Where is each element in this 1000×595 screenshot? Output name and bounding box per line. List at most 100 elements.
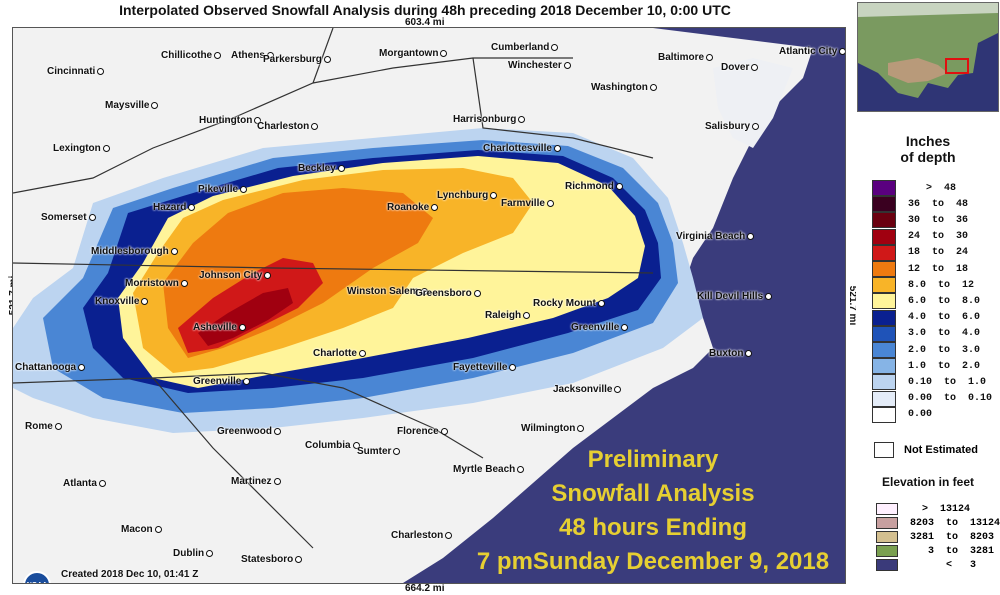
not-estimated-key: Not Estimated [874, 442, 978, 458]
city-label: Knoxville [95, 296, 149, 307]
city-label: Jacksonville [553, 384, 622, 395]
map-title: Interpolated Observed Snowfall Analysis … [119, 2, 731, 18]
legend-swatch [872, 261, 896, 277]
elevation-label: 8203 to 13124 [910, 517, 1000, 529]
legend-row: 8.0 to 12 [872, 277, 975, 294]
city-label: Buxton [709, 348, 753, 359]
city-label: Lexington [53, 143, 110, 154]
inset-graphic [858, 3, 998, 111]
elevation-swatch [876, 531, 898, 543]
elevation-label: 3281 to 8203 [910, 531, 995, 543]
scale-bottom: 664.2 mi [405, 583, 445, 594]
city-label: Atlanta [63, 478, 106, 489]
city-label: Washington [591, 82, 657, 93]
legend-row: 1.0 to 2.0 [872, 358, 981, 375]
legend-row: 0.00 [872, 406, 932, 423]
city-label: Raleigh [485, 310, 531, 321]
legend-label: 3.0 to 4.0 [908, 328, 981, 340]
elevation-row: < 3 [876, 559, 976, 571]
city-label: Sumter [357, 446, 401, 457]
city-label: Asheville [193, 322, 246, 333]
state-lines [13, 28, 654, 549]
city-label: Greenville [571, 322, 629, 333]
city-label: Salisbury [705, 121, 760, 132]
legend-swatch [872, 228, 896, 245]
city-label: Atlantic City [779, 46, 845, 57]
city-label: Middlesborough [91, 246, 178, 257]
legend-label: 8.0 to 12 [908, 279, 975, 291]
legend-swatch [872, 244, 896, 261]
city-label: Charleston [257, 121, 319, 132]
elevation-swatch [876, 545, 898, 557]
legend-label: > 48 [908, 182, 957, 194]
inset-locator-map[interactable] [857, 2, 999, 112]
legend-panel: Inches of depth > 48 36 to 48 30 to 36 24 t… [856, 0, 1000, 595]
city-label: Macon [121, 524, 162, 535]
elevation-swatch [876, 559, 898, 571]
legend-label: 4.0 to 6.0 [908, 312, 981, 324]
snowfall-map[interactable]: Chillicothe Athens Parkersburg Morgantow… [12, 27, 846, 584]
legend-label: 30 to 36 [908, 214, 969, 226]
city-label: Columbia [305, 440, 360, 451]
snow-24-30 [198, 288, 293, 346]
legend-row: 4.0 to 6.0 [872, 309, 981, 326]
inset-highlight-box [945, 58, 969, 74]
legend-swatch [872, 309, 896, 326]
city-label: Charlotte [313, 348, 366, 359]
city-label: Dover [721, 62, 759, 73]
legend-swatch [872, 342, 896, 358]
created-timestamp: Created 2018 Dec 10, 01:41 Z [61, 569, 199, 580]
legend-label: 2.0 to 3.0 [908, 344, 981, 356]
city-label: Johnson City [199, 270, 272, 281]
city-label: Kill Devil Hills [697, 291, 773, 302]
city-label: Hazard [153, 202, 196, 213]
caption-line-3: 48 hours Ending [558, 514, 747, 541]
legend-row: 12 to 18 [872, 261, 968, 277]
legend-label: 36 to 48 [908, 198, 969, 210]
city-label: Rocky Mount [533, 298, 605, 309]
legend-label: 18 to 24 [908, 247, 969, 259]
elevation-label: < 3 [910, 559, 977, 571]
preliminary-caption: Preliminary Snowfall Analysis 48 hours E… [463, 443, 843, 579]
city-label: Morristown [125, 278, 188, 289]
city-label: Florence [397, 426, 448, 437]
not-estimated-swatch [874, 442, 894, 458]
legend-row: 36 to 48 [872, 196, 969, 213]
city-label: Charleston [391, 530, 453, 541]
city-label: Cumberland [491, 42, 559, 53]
city-label: Wilmington [521, 423, 585, 434]
city-label: Beckley [298, 163, 345, 174]
elevation-row: 3 to 3281 [876, 545, 994, 557]
ocean [403, 28, 845, 583]
city-label: Morgantown [379, 48, 448, 59]
city-label: Somerset [41, 212, 96, 223]
legend-swatch [872, 358, 896, 375]
legend-label: 6.0 to 8.0 [908, 295, 981, 307]
caption-line-2: Snowfall Analysis [551, 480, 755, 507]
city-label: Baltimore [658, 52, 714, 63]
city-label: Statesboro [241, 554, 303, 565]
legend-label: 1.0 to 2.0 [908, 360, 981, 372]
city-label: Greenwood [217, 426, 282, 437]
elevation-row: 8203 to 13124 [876, 517, 1000, 529]
not-estimated-label: Not Estimated [904, 444, 978, 456]
city-label: Martinez [231, 476, 281, 487]
legend-swatch [872, 277, 896, 294]
legend-swatch [872, 374, 896, 391]
legend-swatch [872, 390, 896, 407]
city-label: Lynchburg [437, 190, 498, 201]
elevation-swatch [876, 503, 898, 515]
legend-label: 0.10 to 1.0 [908, 376, 987, 388]
caption-line-4: 7 pmSunday December 9, 2018 [476, 548, 830, 575]
city-label: Cincinnati [47, 66, 105, 77]
elevation-row: 3281 to 8203 [876, 531, 994, 543]
legend-row: 24 to 30 [872, 228, 968, 245]
city-label: Greensboro [415, 288, 481, 299]
city-label: Harrisonburg [453, 114, 526, 125]
legend-label: 12 to 18 [908, 263, 969, 275]
elevation-label: > 13124 [910, 503, 971, 515]
city-label: Dublin [173, 548, 214, 559]
legend-row: 18 to 24 [872, 244, 969, 261]
city-label: Chillicothe [161, 50, 222, 61]
legend-swatch [872, 325, 896, 342]
